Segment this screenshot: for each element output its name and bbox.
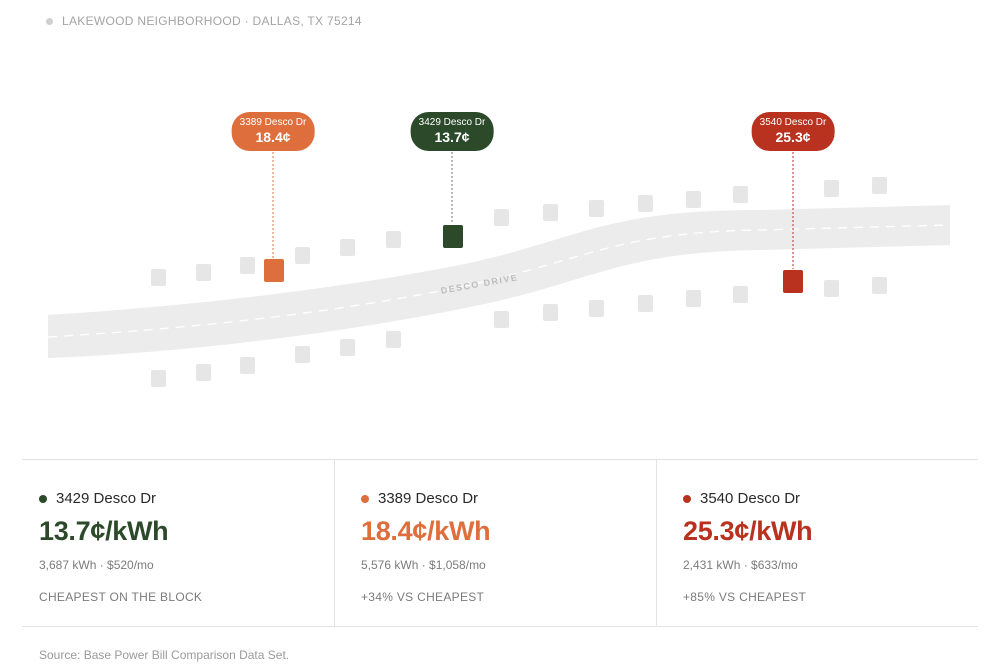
location-header: LAKEWOOD NEIGHBORHOOD · DALLAS, TX 75214 [46, 14, 362, 28]
map-canvas: DESCO DRIVE [47, 148, 951, 387]
map-pin-3540[interactable]: 3540 Desco Dr 25.3¢ [751, 112, 835, 151]
rate-comparison-cards: 3429 Desco Dr 13.7¢/kWh 3,687 kWh · $520… [22, 459, 978, 627]
south-lots [151, 277, 887, 387]
lot [824, 180, 839, 197]
lot [872, 277, 887, 294]
pin-address: 3389 Desco Dr [239, 117, 307, 128]
lot [151, 370, 166, 387]
card-usage: 3,687 kWh · $520/mo [39, 558, 154, 572]
lot [295, 247, 310, 264]
lot [340, 239, 355, 256]
pin-address: 3540 Desco Dr [759, 117, 827, 128]
card-price: 18.4¢/kWh [361, 516, 491, 546]
orange-dot-icon [361, 494, 369, 503]
card-note: +34% VS CHEAPEST [361, 590, 485, 604]
lot [543, 304, 558, 321]
house-marker-3389[interactable] [264, 259, 284, 282]
lot [151, 269, 166, 286]
rate-card-3389: 3389 Desco Dr 18.4¢/kWh 5,576 kWh · $1,0… [334, 460, 656, 626]
lot [686, 290, 701, 307]
lot [824, 280, 839, 297]
house-marker-3429[interactable] [443, 225, 463, 248]
lot [686, 191, 701, 208]
card-usage: 5,576 kWh · $1,058/mo [361, 558, 486, 572]
map-pin-3429[interactable]: 3429 Desco Dr 13.7¢ [410, 112, 494, 151]
rate-card-3540: 3540 Desco Dr 25.3¢/kWh 2,431 kWh · $633… [656, 460, 978, 626]
card-header: 3429 Desco Dr [39, 490, 334, 507]
lot [733, 286, 748, 303]
lot [494, 209, 509, 226]
card-note: +85% VS CHEAPEST [683, 590, 807, 604]
card-address: 3540 Desco Dr [700, 490, 801, 507]
lot [386, 331, 401, 348]
lot [240, 357, 255, 374]
road-centerline [47, 224, 951, 338]
card-usage: 2,431 kWh · $633/mo [683, 558, 798, 572]
pin-rate: 25.3¢ [775, 129, 811, 145]
street-map: DESCO DRIVE [47, 112, 951, 387]
lot [872, 177, 887, 194]
lot [340, 339, 355, 356]
pin-rate: 13.7¢ [434, 129, 470, 145]
desco-drive-road [48, 205, 950, 358]
card-header: 3540 Desco Dr [683, 490, 978, 507]
lot [589, 200, 604, 217]
card-price: 13.7¢/kWh [39, 516, 169, 546]
lot [386, 231, 401, 248]
lot [638, 295, 653, 312]
location-label: LAKEWOOD NEIGHBORHOOD · DALLAS, TX 75214 [62, 14, 362, 28]
lot [295, 346, 310, 363]
card-price: 25.3¢/kWh [683, 516, 813, 546]
green-dot-icon [39, 494, 47, 503]
lot [196, 264, 211, 281]
lot [543, 204, 558, 221]
red-dot-icon [683, 494, 691, 503]
card-note: CHEAPEST ON THE BLOCK [39, 590, 203, 604]
lot [196, 364, 211, 381]
map-pin-3389[interactable]: 3389 Desco Dr 18.4¢ [231, 112, 315, 151]
card-address: 3429 Desco Dr [56, 490, 157, 507]
location-dot-icon [46, 17, 53, 25]
lot [494, 311, 509, 328]
pin-rate: 18.4¢ [255, 129, 291, 145]
lot [589, 300, 604, 317]
lot [638, 195, 653, 212]
source-note: Source: Base Power Bill Comparison Data … [39, 648, 290, 662]
lot [240, 257, 255, 274]
lot [733, 186, 748, 203]
north-lots [151, 177, 887, 286]
house-marker-3540[interactable] [783, 270, 803, 293]
card-address: 3389 Desco Dr [378, 490, 479, 507]
pin-address: 3429 Desco Dr [418, 117, 486, 128]
rate-card-3429: 3429 Desco Dr 13.7¢/kWh 3,687 kWh · $520… [22, 460, 334, 626]
card-header: 3389 Desco Dr [361, 490, 656, 507]
